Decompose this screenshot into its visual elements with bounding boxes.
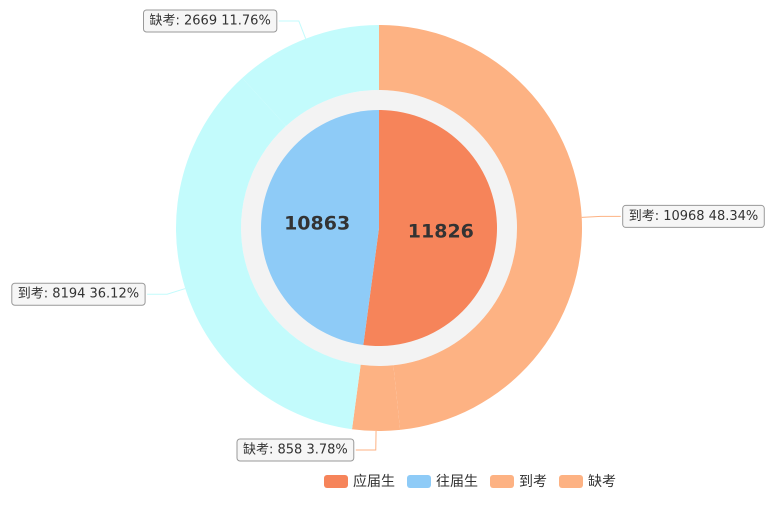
outer-slice: [175, 77, 361, 430]
legend: 应届生 往届生 到考 缺考: [324, 473, 616, 490]
outer-slice: [242, 25, 379, 127]
legend-swatch: [490, 475, 514, 488]
inner-slice: [261, 110, 379, 345]
leader-line: [147, 288, 186, 295]
label-box: [11, 282, 146, 306]
data-label: 10863: [284, 212, 350, 234]
data-label: 到考: 10968 48.34%: [629, 209, 759, 224]
legend-label: 应届生: [353, 473, 395, 490]
legend-label: 到考: [519, 474, 547, 490]
label-box: [236, 438, 355, 462]
label-box: [143, 9, 278, 33]
leader-line: [278, 20, 307, 39]
legend-swatch: [324, 475, 348, 488]
leader-line: [581, 215, 621, 218]
legend-label: 缺考: [588, 474, 616, 490]
outer-slice: [379, 25, 582, 430]
legend-swatch: [407, 475, 431, 488]
data-label: 到考: 8194 36.12%: [18, 287, 139, 302]
leader-line: [355, 430, 377, 451]
outer-slice: [352, 364, 401, 431]
inner-slice: [363, 110, 498, 346]
data-label: 11826: [408, 221, 474, 243]
legend-swatch: [559, 475, 583, 488]
data-label: 缺考: 2669 11.76%: [150, 13, 271, 28]
data-label: 缺考: 858 3.78%: [243, 442, 348, 457]
legend-label: 往届生: [436, 474, 478, 490]
label-box: [622, 204, 765, 228]
